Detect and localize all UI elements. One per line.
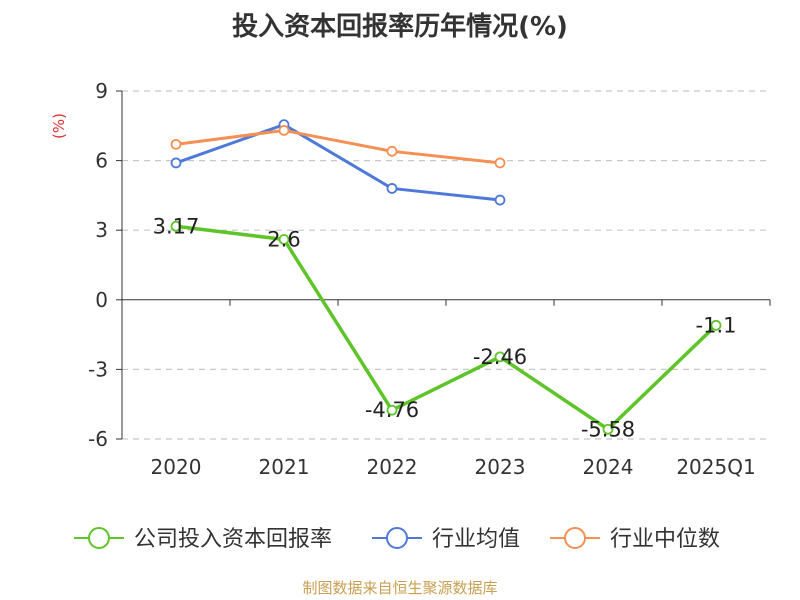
legend-label-industry_median: 行业中位数	[610, 527, 720, 552]
data-point-company	[494, 351, 506, 363]
source-note: 制图数据来自恒生聚源数据库	[302, 579, 498, 597]
data-point-company	[710, 319, 722, 331]
y-axis-label: (%)	[50, 113, 68, 139]
legend-marker-company	[88, 527, 110, 549]
data-label: -1.1	[696, 313, 737, 337]
data-label: -5.58	[581, 417, 635, 441]
x-tick-label: 2025Q1	[676, 455, 755, 479]
series-line-industry_median	[175, 128, 501, 165]
y-tick-label: -3	[88, 357, 108, 381]
x-tick-label: 2020	[151, 455, 202, 479]
x-tick-label: 2022	[367, 455, 418, 479]
data-label: -4.76	[365, 398, 419, 422]
legend-label-company: 公司投入资本回报率	[134, 527, 332, 552]
data-label: 2.6	[267, 227, 300, 251]
data-point-industry_median	[278, 125, 290, 136]
data-point-industry_avg	[494, 194, 506, 206]
data-point-industry_median	[386, 145, 398, 157]
x-tick-label: 2021	[259, 455, 310, 479]
data-point-industry_avg	[386, 183, 398, 194]
x-tick-label: 2024	[583, 455, 634, 479]
data-point-industry_median	[170, 138, 182, 150]
legend-label-industry_avg: 行业均值	[432, 527, 520, 552]
data-point-company	[278, 234, 290, 245]
data-label: -2.46	[473, 345, 527, 369]
data-point-industry_median	[494, 157, 506, 169]
y-tick-label: 0	[95, 288, 108, 312]
y-tick-label: -6	[88, 427, 108, 451]
series-line-company	[175, 224, 718, 432]
chart-title: 投入资本回报率历年情况(%)	[232, 12, 568, 42]
data-label: 3.17	[153, 214, 200, 238]
y-tick-label: 3	[95, 218, 108, 242]
data-point-industry_avg	[170, 157, 182, 169]
series-line-industry_avg	[175, 123, 501, 202]
data-point-company	[602, 423, 614, 435]
data-point-company	[386, 404, 398, 416]
y-tick-label: 6	[95, 149, 108, 173]
y-tick-label: 9	[95, 79, 108, 103]
data-point-company	[170, 220, 182, 232]
x-tick-label: 2023	[475, 455, 526, 479]
legend-marker-industry_median	[564, 527, 586, 549]
legend-marker-industry_avg	[386, 527, 408, 549]
